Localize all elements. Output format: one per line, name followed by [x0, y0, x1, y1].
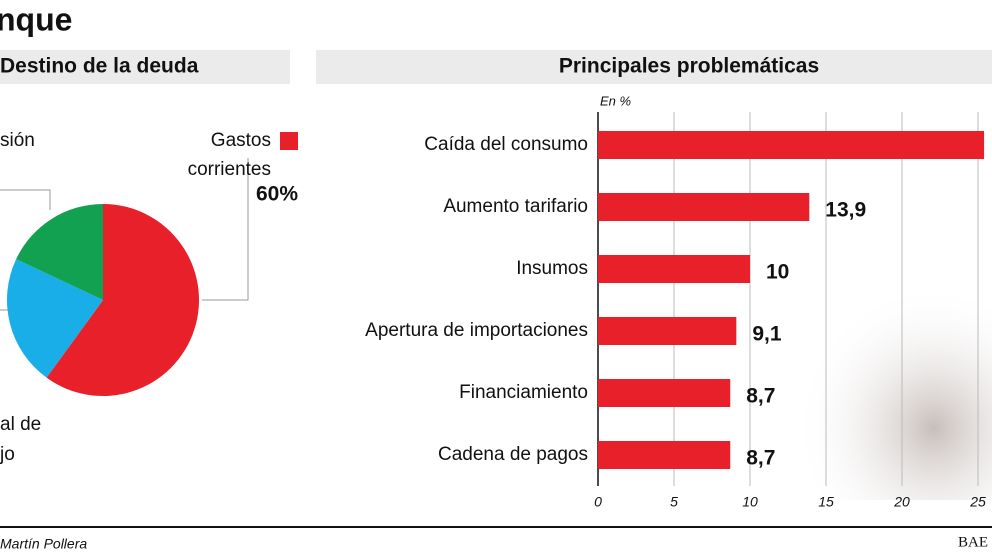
bar	[598, 317, 737, 345]
x-tick-label: 25	[969, 494, 986, 510]
value-label: 13,9	[825, 199, 866, 222]
bar	[598, 131, 985, 159]
source: BAE	[958, 534, 988, 550]
page-title: nque	[0, 1, 72, 37]
value-label: 10	[766, 261, 789, 284]
bar-header-box	[316, 50, 992, 84]
pie-label: al de	[0, 414, 41, 435]
pie-slice	[46, 204, 199, 396]
bar	[598, 441, 731, 469]
category-label: Aumento tarifario	[443, 196, 588, 217]
bar-title: Principales problemáticas	[559, 55, 819, 78]
value-label: 8,7	[746, 447, 775, 470]
x-tick-label: 5	[670, 494, 678, 510]
category-label: Apertura de importaciones	[365, 320, 588, 341]
leader-lines	[0, 158, 249, 311]
pie-value-label: 60%	[256, 183, 298, 206]
pie-label: corrientes	[188, 159, 271, 180]
pie-label: jo	[0, 444, 15, 465]
x-tick-label: 20	[893, 494, 910, 510]
pie-label: sión	[0, 130, 35, 151]
x-tick-label: 0	[594, 494, 602, 510]
pie-slice	[16, 204, 103, 300]
category-label: Caída del consumo	[424, 134, 588, 155]
axis-label: En %	[600, 93, 631, 108]
bar	[598, 379, 731, 407]
category-label: Financiamiento	[459, 382, 588, 403]
value-label: 9,1	[752, 323, 782, 346]
pie-header-box	[0, 50, 290, 84]
category-label: Cadena de pagos	[438, 444, 588, 465]
pie-title: Destino de la deuda	[0, 55, 199, 78]
background-photo	[760, 260, 992, 500]
x-tick-label: 15	[818, 494, 834, 510]
pie-label: Gastos	[211, 130, 271, 151]
x-tick-label: 10	[742, 494, 758, 510]
legend-swatch	[280, 132, 298, 150]
category-label: Insumos	[516, 258, 588, 279]
bar	[598, 255, 750, 283]
credit: Martín Pollera	[0, 536, 87, 552]
value-label: 8,7	[746, 385, 775, 408]
bar	[598, 193, 810, 221]
pie-slice	[6, 259, 103, 378]
